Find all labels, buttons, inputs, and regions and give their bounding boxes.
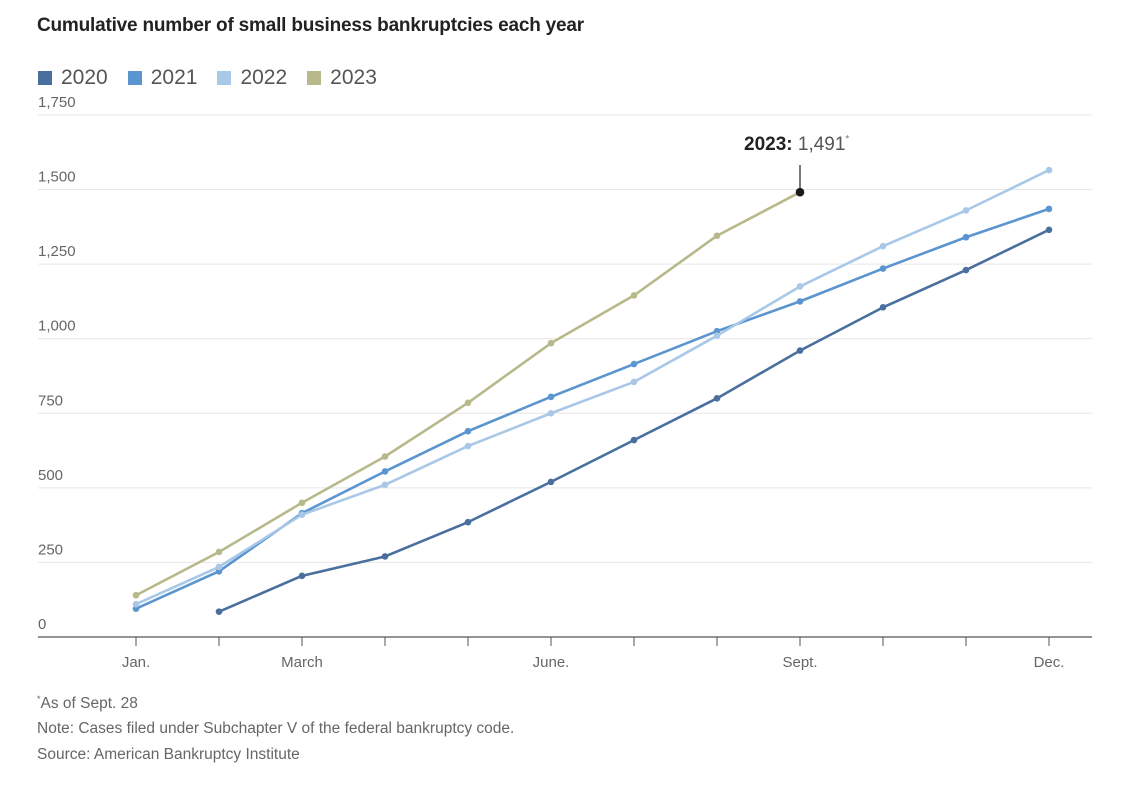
legend-item-2023: 2023 [307,66,377,90]
data-point [879,242,887,250]
series-line-2023 [135,191,801,597]
data-point [464,427,472,435]
footnote-note: Note: Cases filed under Subchapter V of … [37,720,515,737]
data-point [630,292,638,299]
data-point [381,468,389,475]
data-point [796,283,804,290]
data-point [215,608,223,615]
data-point [298,499,306,507]
series-2021 [132,205,1053,612]
data-point [132,591,140,599]
legend-item-2020: 2020 [38,66,108,90]
data-point [962,233,970,241]
legend-label: 2020 [61,66,108,89]
data-point [713,332,721,339]
data-point [713,395,721,402]
data-point [879,304,887,311]
data-point [547,409,555,417]
y-tick-label: 500 [38,467,63,484]
y-tick-label: 750 [38,392,63,409]
data-point [381,453,389,460]
y-tick-label: 1,000 [38,318,76,335]
data-point [630,378,638,386]
data-point [1045,226,1053,234]
data-point [464,399,472,407]
data-point [1045,205,1053,213]
data-point [713,232,721,240]
data-point [630,436,638,444]
legend-swatch [217,71,232,85]
series-line-2020 [218,228,1050,613]
legend-label: 2021 [150,66,198,89]
x-tick-label: Dec. [1034,654,1065,671]
x-tick-label: March [281,654,323,671]
data-point [381,481,389,489]
legend-swatch [38,71,52,85]
data-point [298,572,306,580]
series-line-2022 [135,168,1050,606]
data-point [630,360,638,368]
data-point [215,548,223,556]
data-point [381,553,389,560]
legend: 2020 2021 2022 2023 [38,66,397,90]
data-point [215,563,223,571]
legend-item-2022: 2022 [217,66,287,90]
annotation-value: 1,491 [798,134,846,155]
legend-label: 2023 [330,66,377,89]
x-tick-label: June. [533,654,570,671]
x-tick-label: Jan. [122,654,150,671]
data-point [298,511,306,518]
data-point [547,339,555,347]
data-point [879,265,887,272]
x-tick-label: Sept. [782,654,817,671]
y-tick-label: 1,500 [38,169,76,186]
y-tick-label: 1,250 [38,243,76,260]
y-tick-label: 0 [38,616,46,633]
series-2023 [132,188,804,599]
footnote-marker: * [37,694,41,704]
data-point [796,347,804,354]
annotation-series-label: 2023: [744,134,798,155]
y-tick-label: 1,750 [38,94,76,111]
data-point [1045,166,1053,174]
data-point [796,298,804,305]
data-point [962,207,970,214]
series-line-2021 [135,207,1050,610]
footnote-source: Source: American Bankruptcy Institute [37,746,300,763]
data-point [132,600,140,608]
data-point [464,442,472,450]
y-tick-label: 250 [38,541,63,558]
legend-swatch [127,71,142,85]
legend-item-2021: 2021 [127,66,198,90]
legend-label: 2022 [240,66,288,89]
chart-title: Cumulative number of small business bank… [37,15,584,36]
annotation-footnote-marker: * [845,134,849,145]
footnote-as-of: *As of Sept. 28 [37,694,138,713]
legend-swatch [307,71,322,85]
series-2022 [132,166,1053,608]
data-point [464,518,472,526]
series-2020 [215,226,1053,615]
data-point [547,393,555,401]
annotation-label: 2023: 1,491* [744,134,849,155]
data-point [962,266,970,274]
footnote-as-of-text: As of Sept. 28 [40,695,138,713]
annotation-marker [795,187,805,197]
data-point [547,478,555,486]
